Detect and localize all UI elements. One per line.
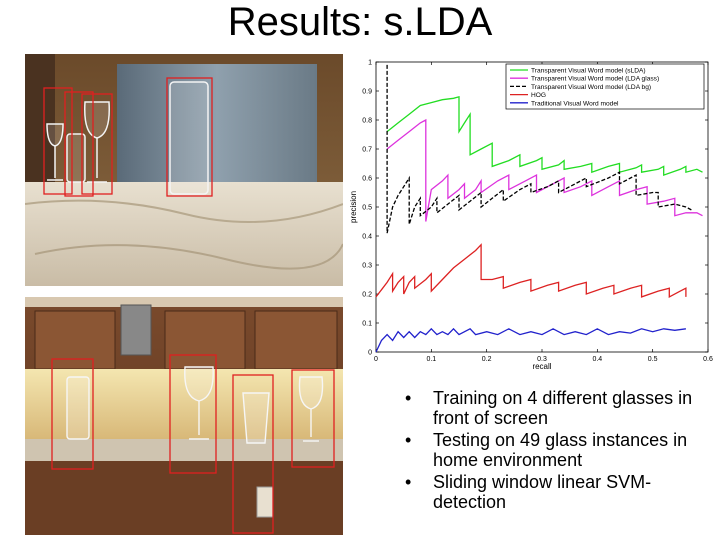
y-tick-label: 0: [368, 350, 372, 357]
training-photo-image: [25, 54, 343, 286]
slide-title: Results: s.LDA: [227, 0, 493, 44]
x-tick-label: 0.5: [648, 356, 658, 363]
x-tick-label: 0.1: [426, 356, 436, 363]
training-photo: [25, 54, 343, 286]
bullet-icon: •: [405, 388, 412, 408]
testing-photo: [25, 297, 343, 535]
bullet-list: • Training on 4 different glasses in fron…: [402, 388, 714, 515]
x-tick-label: 0.2: [482, 356, 492, 363]
y-tick-label: 0.3: [362, 263, 372, 270]
series-line: [386, 95, 703, 177]
bullet-text: Training on 4 different glasses in front…: [433, 388, 693, 428]
bullet-text: Testing on 49 glass instances in home en…: [433, 430, 688, 470]
y-tick-label: 0.2: [362, 292, 372, 299]
series-line: [386, 64, 692, 234]
legend-label: Transparent Visual Word model (LDA glass…: [531, 76, 659, 83]
bullet-item: • Training on 4 different glasses in fron…: [402, 388, 714, 428]
legend-label: Traditional Visual Word model: [531, 100, 619, 107]
bullet-text: Sliding window linear SVM-detection: [433, 472, 652, 512]
y-tick-label: 0.4: [362, 234, 372, 241]
bullet-item: • Testing on 49 glass instances in home e…: [402, 430, 714, 470]
series-line: [375, 243, 687, 298]
y-tick-label: 0.7: [362, 147, 372, 154]
legend-label: Transparent Visual Word model (LDA bg): [531, 84, 651, 91]
bullet-item: • Sliding window linear SVM-detection: [402, 472, 714, 512]
y-tick-label: 0.9: [362, 89, 372, 96]
x-axis: 0 0.1 0.2 0.3 0.4 0.5 0.6: [374, 62, 713, 363]
x-tick-label: 0.4: [592, 356, 602, 363]
legend-label: Transparent Visual Word model (sLDA): [531, 68, 646, 75]
x-axis-label: recall: [532, 362, 551, 370]
bullet-icon: •: [405, 430, 412, 450]
chart-legend: Transparent Visual Word model (sLDA)Tran…: [505, 63, 705, 110]
precision-recall-chart: 0 0.1 0.2 0.3 0.4 0.5 0.6 0.7 0.8 0.9 1 0 0.1 0.2 0.3…: [344, 52, 720, 371]
y-axis: 0 0.1 0.2 0.3 0.4 0.5 0.6 0.7 0.8 0.9 1: [362, 60, 708, 357]
x-tick-label: 0: [374, 356, 378, 363]
testing-photo-image: [25, 297, 343, 535]
legend-label: HOG: [531, 92, 546, 99]
y-tick-label: 1: [368, 60, 372, 67]
y-tick-label: 0.1: [362, 321, 372, 328]
series-lines: [375, 64, 703, 353]
y-tick-label: 0.8: [362, 118, 372, 125]
legend-box: [505, 63, 705, 110]
x-tick-label: 0.6: [703, 356, 713, 363]
x-tick-label: 0.3: [537, 356, 547, 363]
bullet-icon: •: [405, 472, 412, 492]
y-tick-label: 0.6: [362, 176, 372, 183]
series-line: [386, 118, 703, 222]
y-axis-label: precision: [349, 191, 358, 223]
y-tick-label: 0.5: [362, 205, 372, 212]
series-line: [375, 327, 686, 353]
chart-svg: 0 0.1 0.2 0.3 0.4 0.5 0.6 0.7 0.8 0.9 1 0 0.1 0.2 0.3…: [344, 52, 720, 371]
